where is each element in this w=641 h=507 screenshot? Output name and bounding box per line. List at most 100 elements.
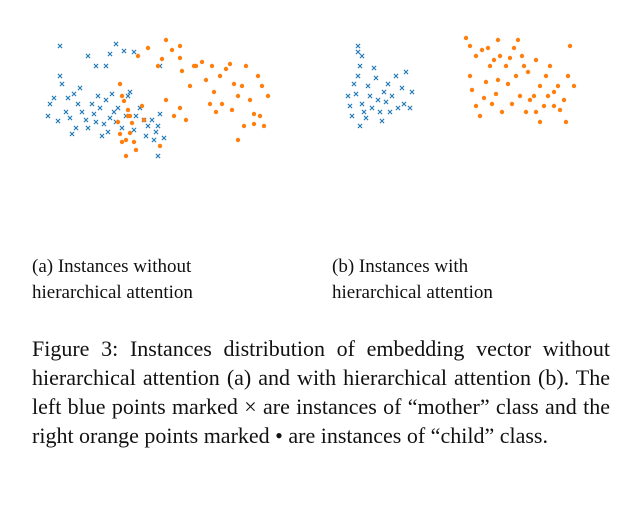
child-point — [223, 66, 229, 72]
child-point — [119, 93, 125, 99]
mother-point — [107, 115, 113, 121]
child-point — [227, 61, 233, 67]
mother-point — [381, 89, 387, 95]
child-point — [547, 63, 553, 69]
mother-point — [153, 129, 159, 135]
child-point — [171, 113, 177, 119]
mother-point — [375, 97, 381, 103]
mother-point — [75, 101, 81, 107]
child-point — [169, 47, 175, 53]
child-point — [467, 43, 473, 49]
child-point — [477, 113, 483, 119]
mother-point — [77, 85, 83, 91]
child-point — [209, 63, 215, 69]
mother-point — [157, 111, 163, 117]
child-point — [511, 45, 517, 51]
child-point — [497, 53, 503, 59]
mother-point — [83, 117, 89, 123]
mother-point — [51, 95, 57, 101]
child-point — [265, 93, 271, 99]
child-point — [131, 139, 137, 145]
child-point — [177, 43, 183, 49]
child-point — [481, 95, 487, 101]
child-point — [117, 81, 123, 87]
mother-point — [89, 101, 95, 107]
child-point — [199, 59, 205, 65]
child-point — [203, 77, 209, 83]
child-point — [259, 83, 265, 89]
child-point — [255, 73, 261, 79]
mother-point — [379, 118, 385, 124]
mother-point — [59, 81, 65, 87]
child-point — [217, 73, 223, 79]
mother-point — [359, 101, 365, 107]
mother-point — [103, 97, 109, 103]
child-point — [473, 103, 479, 109]
child-point — [163, 37, 169, 43]
child-point — [211, 89, 217, 95]
mother-point — [65, 95, 71, 101]
child-point — [531, 93, 537, 99]
child-point — [527, 97, 533, 103]
mother-point — [347, 103, 353, 109]
child-point — [141, 117, 147, 123]
scatter-a-canvas — [45, 37, 271, 159]
mother-point — [133, 113, 139, 119]
child-point — [229, 107, 235, 113]
scatter-b-canvas — [345, 35, 577, 129]
child-point — [183, 117, 189, 123]
mother-point — [69, 131, 75, 137]
mother-point — [97, 105, 103, 111]
mother-point — [91, 111, 97, 117]
child-point — [469, 87, 475, 93]
child-point — [261, 123, 267, 129]
mother-point — [407, 105, 413, 111]
child-point — [231, 81, 237, 87]
child-point — [117, 131, 123, 137]
mother-point — [105, 129, 111, 135]
mother-point — [355, 73, 361, 79]
mother-point — [103, 63, 109, 69]
child-point — [235, 93, 241, 99]
child-point — [555, 83, 561, 89]
child-point — [517, 93, 523, 99]
child-point — [139, 103, 145, 109]
child-point — [507, 55, 513, 61]
child-point — [135, 53, 141, 59]
mother-point — [387, 109, 393, 115]
child-point — [127, 113, 133, 119]
child-point — [543, 73, 549, 79]
mother-point — [161, 135, 167, 141]
child-point — [513, 73, 519, 79]
mother-point — [351, 81, 357, 87]
child-point — [239, 83, 245, 89]
mother-point — [361, 109, 367, 115]
mother-point — [93, 63, 99, 69]
mother-point — [393, 73, 399, 79]
subcaption-a-line2: hierarchical attention — [32, 282, 193, 303]
child-point — [563, 119, 569, 125]
child-point — [213, 109, 219, 115]
mother-point — [93, 119, 99, 125]
mother-point — [71, 91, 77, 97]
mother-point — [355, 49, 361, 55]
child-point — [499, 109, 505, 115]
mother-point — [401, 101, 407, 107]
child-point — [235, 137, 241, 143]
child-point — [473, 53, 479, 59]
child-point — [121, 98, 127, 104]
mother-point — [95, 93, 101, 99]
mother-point — [149, 117, 155, 123]
child-point — [571, 83, 577, 89]
child-point — [537, 83, 543, 89]
mother-point — [373, 75, 379, 81]
child-point — [541, 103, 547, 109]
child-point — [483, 79, 489, 85]
mother-point — [57, 73, 63, 79]
mother-point — [155, 153, 161, 159]
child-point — [521, 63, 527, 69]
child-point — [567, 43, 573, 49]
child-point — [251, 111, 257, 117]
subcaption-b-line2: hierarchical attention — [332, 282, 493, 303]
child-point — [155, 63, 161, 69]
